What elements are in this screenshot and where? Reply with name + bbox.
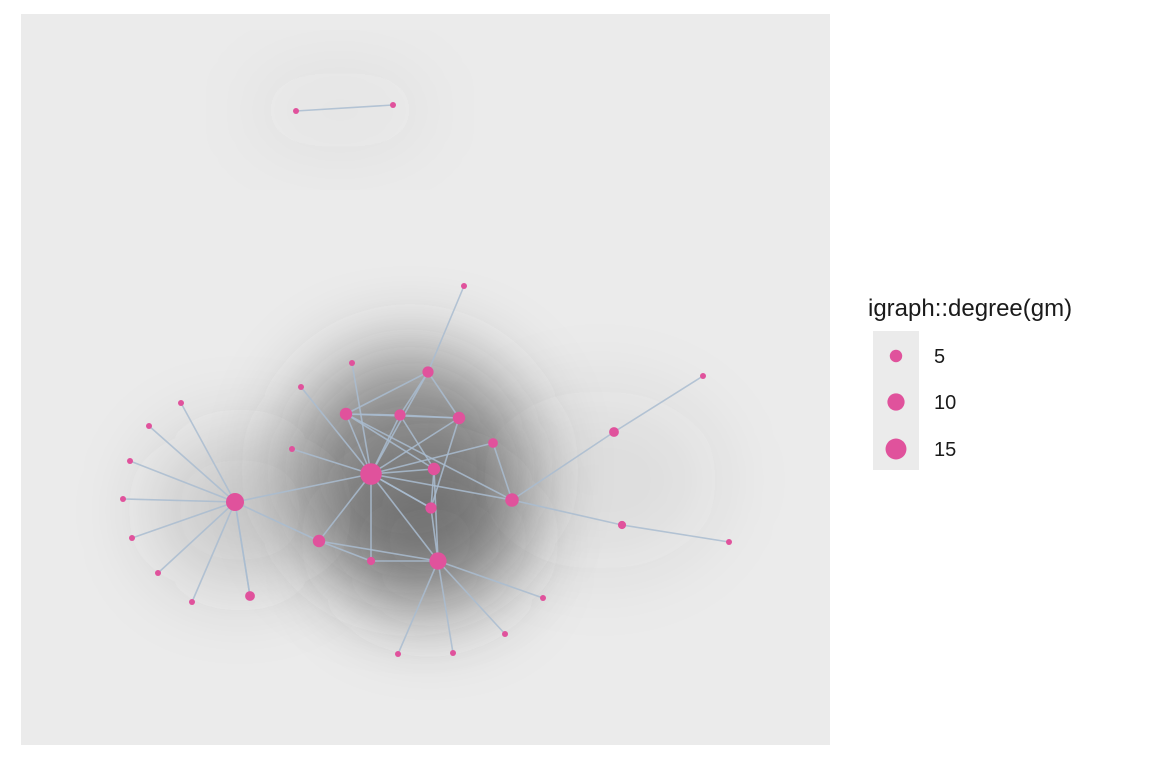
node-L <box>427 462 441 476</box>
shadow-blob <box>340 460 520 620</box>
edge-K-L <box>345 413 435 470</box>
node-O <box>617 520 627 530</box>
edge-N-l13 <box>613 375 704 433</box>
legend-label-5: 5 <box>934 346 945 368</box>
node-l14 <box>726 539 732 545</box>
node-M <box>366 556 376 566</box>
edge-D-M <box>318 540 372 562</box>
node-l17 <box>450 650 456 656</box>
edge-J-N <box>511 431 615 501</box>
node-l11 <box>289 446 295 452</box>
node-l6 <box>155 570 161 576</box>
edge-A-J <box>370 473 513 501</box>
node-B <box>225 492 245 512</box>
edge-A-E <box>370 371 429 475</box>
edge-A-K <box>345 413 372 475</box>
node-l12 <box>461 283 467 289</box>
node-F <box>394 409 406 421</box>
edge-B-l4 <box>122 498 236 503</box>
node-G <box>452 411 466 425</box>
legend-key-10 <box>887 393 905 411</box>
node-E <box>422 366 434 378</box>
edge-B-l1 <box>180 402 236 503</box>
edge-D-C <box>318 540 439 562</box>
edge-B-l3 <box>129 460 236 503</box>
edge-E-F <box>399 371 429 416</box>
nodes <box>120 102 732 657</box>
edge-I-J <box>492 442 513 501</box>
edge-B-A <box>234 473 372 503</box>
edge-B-l6 <box>157 501 236 574</box>
edge-C-l16 <box>437 560 506 635</box>
node-l1 <box>178 400 184 406</box>
node-H <box>425 502 437 514</box>
edge-E-l12 <box>427 285 465 373</box>
edge-C-l15 <box>437 560 544 599</box>
edge-C-l17 <box>437 560 454 654</box>
edge-a1-a2 <box>295 104 394 112</box>
node-I <box>488 438 498 448</box>
edge-B-l2 <box>148 425 236 503</box>
edge-F-L <box>399 414 435 470</box>
edge-A-l9 <box>351 362 372 475</box>
edge-C-l18 <box>397 560 439 655</box>
node-a1 <box>293 108 299 114</box>
shadow-blob <box>250 70 430 150</box>
node-l5 <box>129 535 135 541</box>
legend-label-15: 15 <box>934 439 956 461</box>
shadow-blob <box>480 390 720 570</box>
density-shadow <box>150 70 720 620</box>
edge-A-l11 <box>291 448 372 475</box>
edge-B-Q <box>234 501 251 597</box>
edge-A-C <box>370 473 439 562</box>
edge-B-l7 <box>191 501 236 603</box>
node-l18 <box>395 651 401 657</box>
edge-E-K <box>345 371 429 415</box>
edges <box>122 104 730 655</box>
edge-E-G <box>427 371 460 419</box>
node-l16 <box>502 631 508 637</box>
node-K <box>339 407 353 421</box>
node-Q <box>245 591 255 601</box>
node-J <box>505 493 519 507</box>
node-a2 <box>390 102 396 108</box>
edge-B-D <box>234 501 320 542</box>
node-l4 <box>120 496 126 502</box>
node-l7 <box>189 599 195 605</box>
edge-L-C <box>433 468 439 562</box>
edge-J-O <box>511 499 623 526</box>
node-A <box>360 463 382 485</box>
node-D <box>312 534 326 548</box>
edge-R-C <box>430 507 439 562</box>
node-N <box>609 427 619 437</box>
edge-A-G <box>370 417 460 475</box>
edge-A-R <box>370 473 432 509</box>
node-l10 <box>298 384 304 390</box>
legend-label-10: 10 <box>934 392 956 414</box>
node-l2 <box>146 423 152 429</box>
shadow-blob <box>150 430 330 590</box>
node-C <box>429 552 447 570</box>
node-l3 <box>127 458 133 464</box>
legend-title: igraph::degree(gm) <box>868 295 1072 322</box>
edge-K-J <box>345 413 513 501</box>
edge-B-l5 <box>131 501 236 539</box>
node-l13 <box>700 373 706 379</box>
node-l15 <box>540 595 546 601</box>
edge-A-D <box>318 473 372 542</box>
node-l9 <box>349 360 355 366</box>
edge-A-l10 <box>300 386 372 475</box>
legend-key-15 <box>885 438 907 460</box>
legend-key-5 <box>889 349 903 363</box>
edge-O-l14 <box>621 524 730 543</box>
